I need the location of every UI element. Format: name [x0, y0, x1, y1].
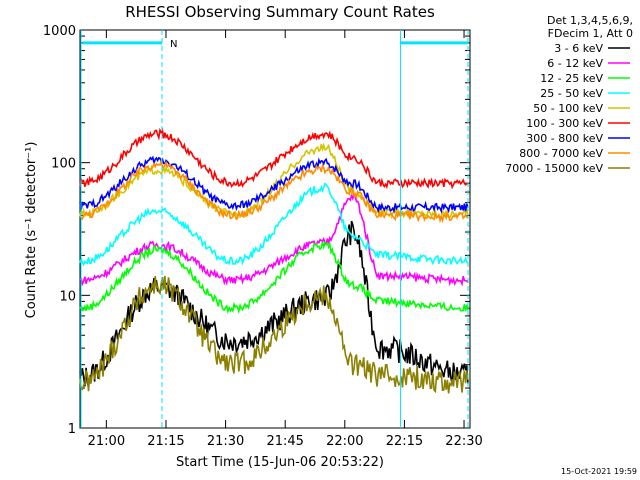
- series-line-5: [79, 127, 469, 190]
- y-tick-label: 100: [51, 157, 76, 172]
- legend-header-line-2: FDecim 1, Att 0: [548, 27, 633, 40]
- legend-label: 6 - 12 keV: [547, 57, 603, 70]
- series-line-1: [79, 191, 469, 287]
- axes-group: 21:00 21:15 21:30 21:45 22:00 22:15 22:30 1 10 10…: [43, 24, 483, 449]
- y-tick-label: 1000: [43, 24, 76, 39]
- x-tick-label: 22:30: [445, 434, 482, 449]
- series-line-6: [79, 155, 469, 214]
- night-markers-group: N: [80, 30, 469, 428]
- footer-date: 15-Oct-2021 19:59: [561, 467, 637, 476]
- legend-label: 7000 - 15000 keV: [505, 162, 603, 175]
- legend-label: 3 - 6 keV: [554, 42, 603, 55]
- series-line-8: [79, 275, 469, 394]
- x-tick-label: 21:15: [147, 434, 184, 449]
- series-line-3: [79, 182, 469, 267]
- chart-title: RHESSI Observing Summary Count Rates: [125, 3, 435, 21]
- x-tick-label: 21:30: [207, 434, 244, 449]
- legend-label: 12 - 25 keV: [540, 72, 603, 85]
- legend-label: 100 - 300 keV: [526, 117, 603, 130]
- x-tick-label: 21:45: [266, 434, 303, 449]
- series-group: [79, 127, 469, 394]
- y-axis-label: Count Rate (s⁻¹ detector⁻¹): [24, 142, 39, 319]
- legend-label: 300 - 800 keV: [526, 132, 603, 145]
- legend: 3 - 6 keV 6 - 12 keV 12 - 25 keV 25 - 50 ke…: [505, 42, 630, 175]
- series-line-2: [79, 241, 469, 315]
- legend-header-line-1: Det 1,3,4,5,6,9,: [547, 14, 633, 27]
- series-line-4: [79, 142, 469, 221]
- legend-label: 800 - 7000 keV: [519, 147, 603, 160]
- plot-frame: [79, 29, 471, 429]
- y-tick-label: 10: [59, 289, 76, 304]
- x-tick-label: 22:15: [386, 434, 423, 449]
- series-line-7: [79, 158, 469, 224]
- x-tick-label: 22:00: [326, 434, 363, 449]
- x-tick-label: 21:00: [88, 434, 125, 449]
- night-marker-label: N: [170, 39, 177, 50]
- legend-label: 25 - 50 keV: [540, 87, 603, 100]
- legend-label: 50 - 100 keV: [533, 102, 603, 115]
- y-tick-label: 1: [68, 422, 76, 437]
- x-axis-label: Start Time (15-Jun-06 20:53:22): [176, 455, 384, 470]
